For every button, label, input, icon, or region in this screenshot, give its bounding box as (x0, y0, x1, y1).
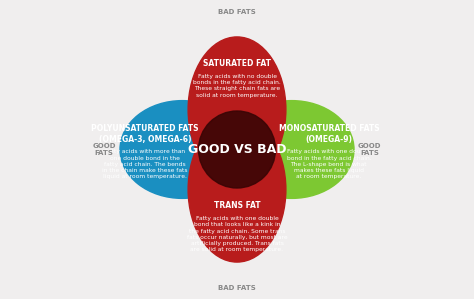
Text: Fatty acids with no double
bonds in the fatty acid chain.
These straight chain f: Fatty acids with no double bonds in the … (193, 74, 281, 97)
Text: GOOD
FATS: GOOD FATS (92, 143, 116, 156)
Text: GOOD VS BAD: GOOD VS BAD (188, 143, 286, 156)
Text: BAD FATS: BAD FATS (218, 9, 256, 15)
Text: GOOD
FATS: GOOD FATS (358, 143, 382, 156)
Ellipse shape (188, 117, 286, 262)
Ellipse shape (199, 111, 275, 188)
Ellipse shape (120, 101, 245, 198)
Text: Fatty acids with one double
bond in the fatty acid chain.
The L-shape bend is wh: Fatty acids with one double bond in the … (286, 150, 371, 179)
Text: SATURATED FAT: SATURATED FAT (203, 59, 271, 68)
Text: TRANS FAT: TRANS FAT (214, 201, 260, 210)
Text: POLYUNSATURATED FATS
(OMEGA-3, OMEGA-6): POLYUNSATURATED FATS (OMEGA-3, OMEGA-6) (91, 124, 199, 144)
Text: BAD FATS: BAD FATS (218, 285, 256, 291)
Ellipse shape (188, 37, 286, 182)
Text: Fatty acids with more than
one double bond in the
fatty acid chain. The bends
in: Fatty acids with more than one double bo… (102, 150, 188, 179)
Ellipse shape (229, 101, 354, 198)
Text: MONOSATURATED FATS
(OMEGA-9): MONOSATURATED FATS (OMEGA-9) (279, 124, 379, 144)
Text: Fatty acids with one double
bond that looks like a kink in
the fatty acid chain.: Fatty acids with one double bond that lo… (187, 216, 287, 252)
